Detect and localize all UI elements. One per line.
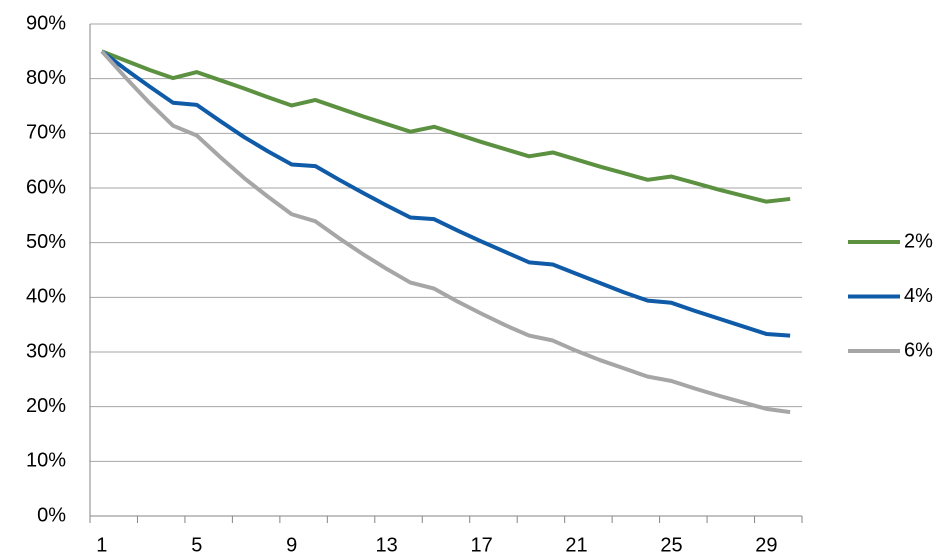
- x-tick-label: 29: [755, 534, 777, 556]
- y-tick-label: 40%: [26, 286, 66, 308]
- y-tick-label: 90%: [26, 12, 66, 34]
- x-tick-label: 25: [660, 534, 682, 556]
- series-line: [101, 49, 791, 204]
- y-tick-label: 10%: [26, 450, 66, 472]
- x-tick-label: 9: [286, 534, 297, 556]
- legend-label: 4%: [904, 285, 933, 307]
- x-tick-label: 5: [191, 534, 202, 556]
- y-tick-label: 80%: [26, 67, 66, 89]
- y-tick-label: 60%: [26, 176, 66, 198]
- legend-label: 2%: [904, 230, 933, 252]
- x-tick-label: 1: [96, 534, 107, 556]
- x-tick-label: 13: [376, 534, 398, 556]
- y-tick-label: 20%: [26, 395, 66, 417]
- y-tick-label: 70%: [26, 122, 66, 144]
- series-line: [100, 49, 791, 338]
- y-tick-label: 30%: [26, 340, 66, 362]
- series-line: [100, 49, 791, 415]
- y-tick-label: 50%: [26, 231, 66, 253]
- y-tick-label: 0%: [37, 504, 66, 526]
- legend-label: 6%: [904, 339, 933, 361]
- x-tick-label: 17: [470, 534, 492, 556]
- x-tick-label: 21: [565, 534, 587, 556]
